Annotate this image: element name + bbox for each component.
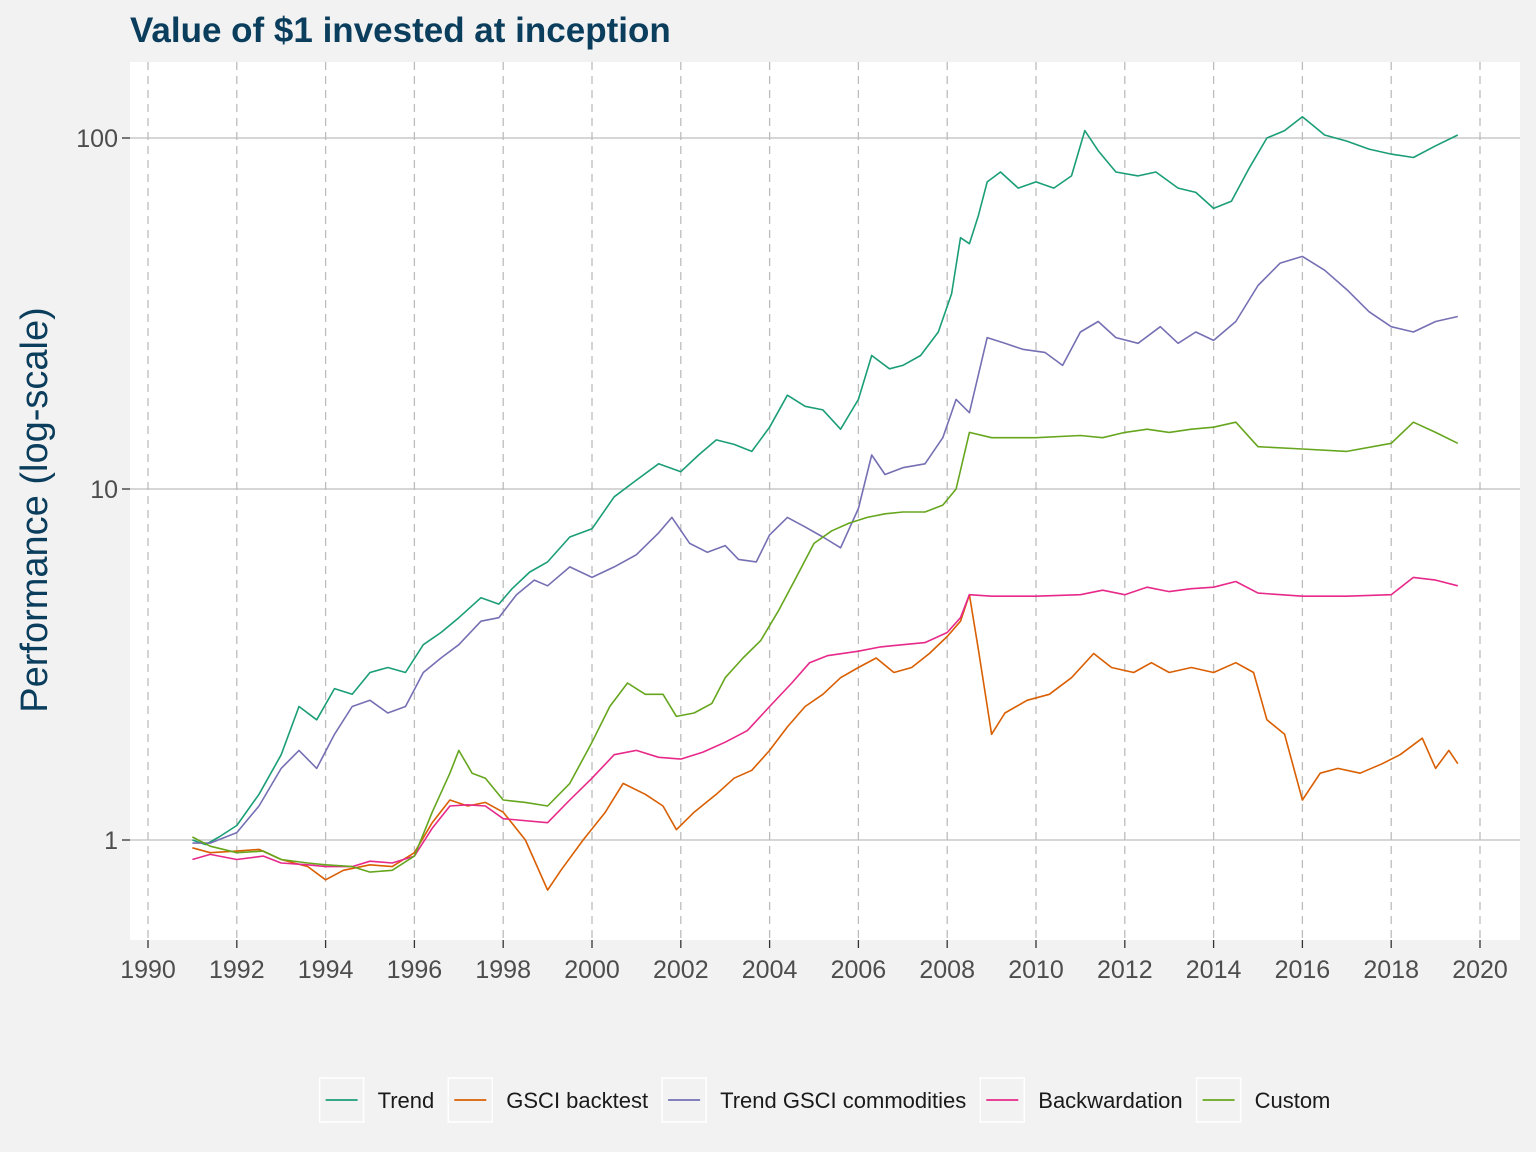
x-tick-label-2020: 2020 xyxy=(1452,956,1508,984)
legend-item-trend-gsci-commodities: Trend GSCI commodities xyxy=(661,1077,966,1123)
series-layer xyxy=(192,115,1459,891)
x-tick-label-2000: 2000 xyxy=(564,956,620,984)
x-tick-label-1998: 1998 xyxy=(475,956,531,984)
x-tick-label-2010: 2010 xyxy=(1008,956,1064,984)
plot-panel xyxy=(130,62,1520,940)
series-line-gsci-backtest xyxy=(192,593,1459,891)
legend-item-backwardation: Backwardation xyxy=(979,1077,1183,1123)
legend-label-backwardation: Backwardation xyxy=(1038,1088,1182,1113)
legend: Trend GSCI backtest Trend GSCI commodities… xyxy=(318,1077,1331,1123)
x-tick-label-2016: 2016 xyxy=(1275,956,1331,984)
chart-title: Value of $1 invested at inception xyxy=(130,11,671,50)
x-tick-label-1994: 1994 xyxy=(298,956,354,984)
y-axis-title: Performance (log-scale) xyxy=(14,307,56,712)
x-tick-label-2018: 2018 xyxy=(1363,956,1419,984)
x-axis: 1990 1992 1994 1996 1998 2000 2002 2004 2006 2008… xyxy=(120,940,1508,984)
legend-label-custom: Custom xyxy=(1255,1088,1331,1113)
series-line-custom xyxy=(192,421,1459,873)
y-axis: 1 10 100 xyxy=(76,125,130,855)
y-tick-label-100: 100 xyxy=(76,125,118,153)
x-tick-label-1996: 1996 xyxy=(387,956,443,984)
series-line-backwardation xyxy=(192,576,1458,868)
x-tick-label-2002: 2002 xyxy=(653,956,709,984)
legend-label-trend-gsci-commodities: Trend GSCI commodities xyxy=(720,1088,966,1113)
series-line-trend xyxy=(192,115,1459,846)
x-tick-label-2006: 2006 xyxy=(831,956,887,984)
x-tick-label-2012: 2012 xyxy=(1097,956,1153,984)
legend-item-custom: Custom xyxy=(1195,1077,1331,1123)
legend-item-gsci-backtest: GSCI backtest xyxy=(447,1077,648,1123)
legend-label-trend: Trend xyxy=(378,1088,435,1113)
legend-item-trend: Trend xyxy=(318,1077,435,1123)
y-tick-label-1: 1 xyxy=(104,827,118,855)
x-tick-label-1992: 1992 xyxy=(209,956,265,984)
series-line-trend-gsci-commodities xyxy=(192,255,1458,844)
grid-layer xyxy=(130,62,1520,940)
x-tick-label-2004: 2004 xyxy=(742,956,798,984)
legend-label-gsci-backtest: GSCI backtest xyxy=(506,1088,648,1113)
y-tick-label-10: 10 xyxy=(90,476,118,504)
x-tick-label-1990: 1990 xyxy=(120,956,176,984)
x-tick-label-2008: 2008 xyxy=(919,956,975,984)
x-tick-label-2014: 2014 xyxy=(1186,956,1242,984)
